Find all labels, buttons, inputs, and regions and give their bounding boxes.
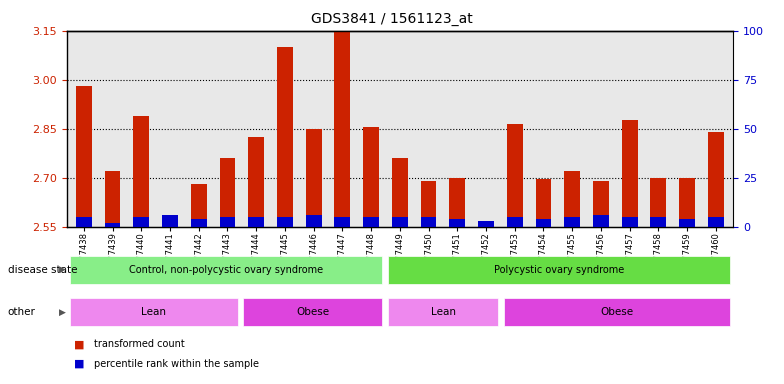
- Bar: [220, 158, 235, 227]
- Bar: [388, 256, 730, 284]
- Bar: [133, 116, 149, 227]
- Text: Lean: Lean: [430, 307, 456, 317]
- Text: Obese: Obese: [601, 307, 633, 317]
- Text: Obese: Obese: [296, 307, 329, 317]
- Text: Control, non-polycystic ovary syndrome: Control, non-polycystic ovary syndrome: [129, 265, 323, 275]
- Bar: [70, 256, 383, 284]
- Text: ■: ■: [74, 359, 85, 369]
- Bar: [220, 217, 235, 227]
- Text: ▶: ▶: [60, 265, 66, 274]
- Bar: [651, 177, 666, 227]
- Bar: [133, 217, 149, 227]
- Bar: [392, 217, 408, 227]
- Bar: [535, 179, 551, 227]
- Bar: [388, 298, 499, 326]
- Text: percentile rank within the sample: percentile rank within the sample: [94, 359, 259, 369]
- Text: transformed count: transformed count: [94, 339, 185, 349]
- Bar: [306, 129, 321, 227]
- Bar: [506, 217, 523, 227]
- Text: Lean: Lean: [141, 307, 166, 317]
- Bar: [277, 217, 293, 227]
- Bar: [335, 31, 350, 227]
- Bar: [708, 132, 724, 227]
- Bar: [622, 217, 637, 227]
- Text: ■: ■: [74, 339, 85, 349]
- Bar: [679, 177, 695, 227]
- Bar: [249, 137, 264, 227]
- Bar: [335, 217, 350, 227]
- Bar: [593, 215, 609, 227]
- Bar: [392, 158, 408, 227]
- Bar: [564, 171, 580, 227]
- Bar: [449, 177, 465, 227]
- Text: disease state: disease state: [8, 265, 78, 275]
- Bar: [249, 217, 264, 227]
- Bar: [162, 215, 178, 227]
- Text: other: other: [8, 307, 36, 317]
- Bar: [105, 171, 121, 227]
- Bar: [593, 181, 609, 227]
- Text: Polycystic ovary syndrome: Polycystic ovary syndrome: [494, 265, 624, 275]
- Bar: [306, 215, 321, 227]
- Bar: [191, 184, 207, 227]
- Bar: [478, 223, 494, 227]
- Bar: [708, 217, 724, 227]
- Bar: [506, 124, 523, 227]
- Bar: [70, 298, 238, 326]
- Bar: [504, 298, 730, 326]
- Bar: [76, 86, 92, 227]
- Bar: [363, 127, 379, 227]
- Bar: [191, 219, 207, 227]
- Bar: [76, 217, 92, 227]
- Bar: [421, 181, 437, 227]
- Bar: [421, 217, 437, 227]
- Bar: [243, 298, 383, 326]
- Bar: [535, 219, 551, 227]
- Bar: [651, 217, 666, 227]
- Text: GDS3841 / 1561123_at: GDS3841 / 1561123_at: [311, 12, 473, 25]
- Text: ▶: ▶: [60, 308, 66, 316]
- Bar: [449, 219, 465, 227]
- Bar: [679, 219, 695, 227]
- Bar: [363, 217, 379, 227]
- Bar: [478, 221, 494, 227]
- Bar: [105, 223, 121, 227]
- Bar: [564, 217, 580, 227]
- Bar: [622, 121, 637, 227]
- Bar: [162, 222, 178, 227]
- Bar: [277, 47, 293, 227]
